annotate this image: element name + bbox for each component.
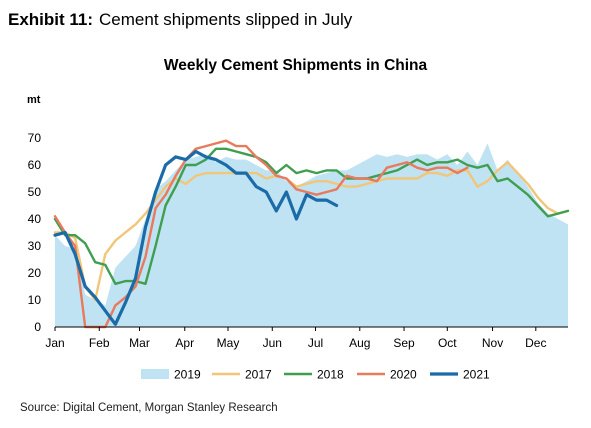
y-tick-label: 70 — [28, 131, 42, 145]
exhibit-label: Exhibit 11: — [8, 10, 94, 29]
y-tick-label: 10 — [28, 293, 42, 307]
axes: 0 10 20 30 40 50 60 70 Jan Feb Mar Apr May Jun Jul Aug S… — [28, 131, 568, 350]
series-line-2021 — [53, 149, 339, 326]
y-tick-label: 60 — [28, 158, 42, 172]
x-tick-label: Oct — [438, 336, 457, 350]
legend: 2019 2017 2018 2020 2021 — [141, 368, 490, 382]
x-tick-label: Sep — [393, 336, 415, 350]
x-tick-label: Jan — [45, 336, 64, 350]
y-tick-label: 0 — [34, 320, 41, 334]
x-tick-label: Jul — [308, 336, 323, 350]
legend-label-2020: 2020 — [390, 368, 417, 382]
x-tick-label: May — [217, 336, 240, 350]
x-tick-label: Nov — [482, 336, 503, 350]
x-tick-label: Mar — [129, 336, 150, 350]
source-note: Source: Digital Cement, Morgan Stanley R… — [20, 402, 278, 414]
x-tick-label: Jun — [263, 336, 282, 350]
exhibit-heading: Exhibit 11: Cement shipments slipped in J… — [8, 10, 352, 30]
legend-swatch-2019 — [141, 369, 169, 379]
y-tick-label: 20 — [28, 266, 42, 280]
y-tick-label: 30 — [28, 239, 42, 253]
x-tick-label: Dec — [525, 336, 546, 350]
plot-area — [53, 139, 570, 329]
series-area-2019 — [55, 143, 568, 327]
y-tick-label: 40 — [28, 212, 42, 226]
series-line-2020 — [53, 139, 469, 329]
x-tick-label: Feb — [89, 336, 110, 350]
series-line-2018 — [53, 147, 570, 285]
legend-label-2018: 2018 — [317, 368, 344, 382]
x-tick-label: Apr — [175, 336, 194, 350]
legend-label-2017: 2017 — [245, 368, 272, 382]
y-axis-unit-label: mt — [27, 94, 41, 106]
chart-title: Weekly Cement Shipments in China — [163, 57, 428, 74]
cement-shipments-chart: mt 0 10 20 30 40 50 60 70 Jan Feb Mar Apr May Jun Jul A… — [27, 94, 570, 382]
x-tick-label: Aug — [349, 336, 370, 350]
series-line-2017 — [53, 161, 570, 302]
exhibit-headline: Cement shipments slipped in July — [99, 10, 353, 29]
y-tick-label: 50 — [28, 185, 42, 199]
legend-label-2019: 2019 — [174, 368, 201, 382]
legend-label-2021: 2021 — [463, 368, 490, 382]
